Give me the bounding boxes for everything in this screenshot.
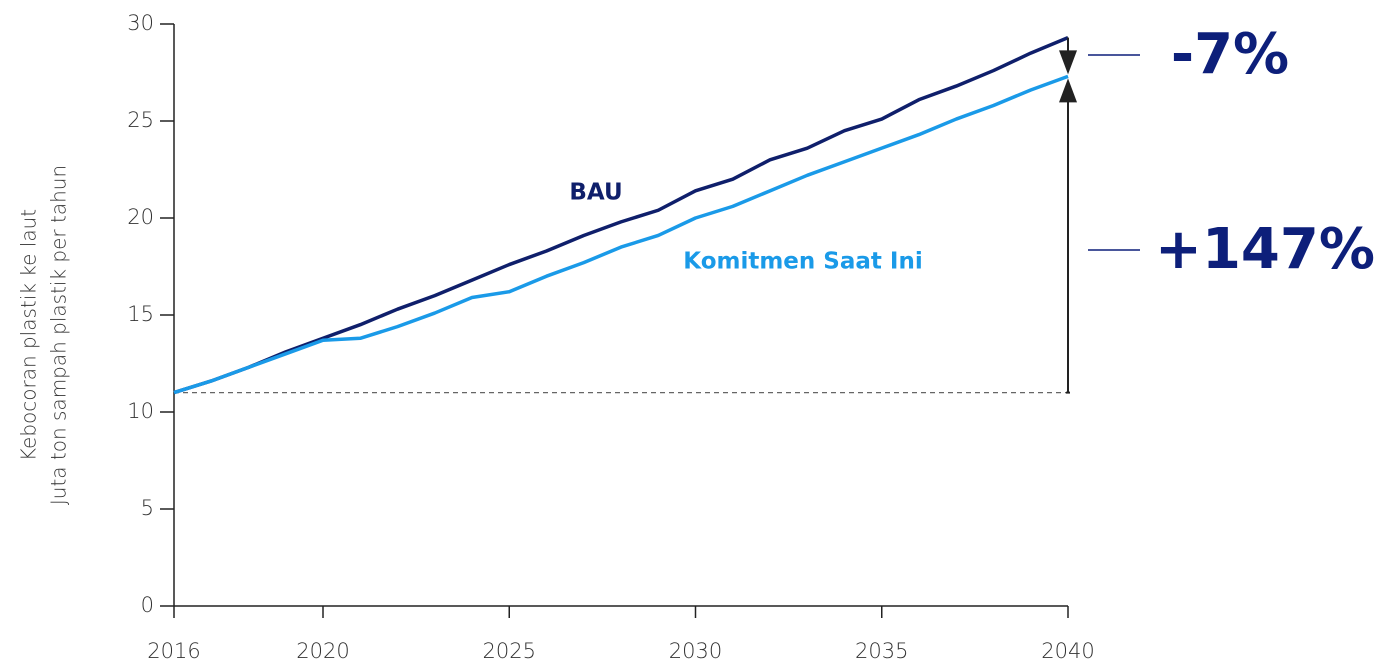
y-axis-label: Juta ton sampah plastik per tahun <box>47 165 71 505</box>
annotation: +147% <box>1155 217 1375 282</box>
arrow-head-up <box>1059 78 1077 103</box>
series-line <box>173 35 1069 395</box>
y-axis-label: Kebocoran plastik ke laut <box>17 209 41 461</box>
x-tick-label: 2016 <box>147 639 200 663</box>
x-tick-label: 2040 <box>1041 639 1094 663</box>
series-label: Komitmen Saat Ini <box>683 249 922 275</box>
y-tick-label: 25 <box>127 108 154 132</box>
y-tick-label: 10 <box>127 399 154 423</box>
y-tick-label: 5 <box>141 496 154 520</box>
series-line <box>173 74 1069 395</box>
x-tick-label: 2035 <box>855 639 908 663</box>
x-tick-label: 2025 <box>483 639 536 663</box>
x-tick-label: 2020 <box>296 639 349 663</box>
y-tick-label: 15 <box>127 302 154 326</box>
y-tick-label: 20 <box>127 205 154 229</box>
series-label: BAU <box>569 180 622 206</box>
y-tick-label: 30 <box>127 11 154 35</box>
annotation: -7% <box>1171 22 1289 87</box>
x-tick-label: 2030 <box>669 639 722 663</box>
y-tick-label: 0 <box>141 593 154 617</box>
